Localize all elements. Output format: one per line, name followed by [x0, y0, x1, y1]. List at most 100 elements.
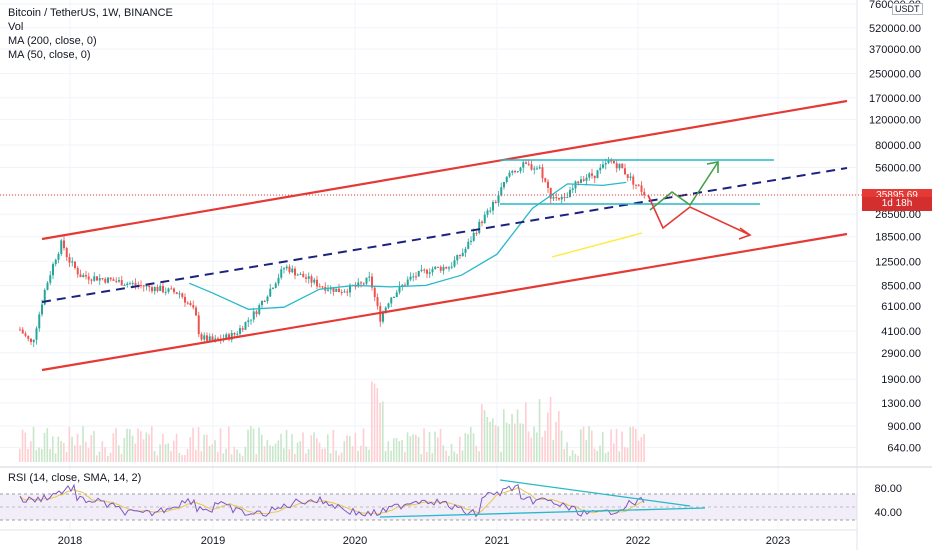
volume-bar — [244, 446, 247, 462]
candle-body — [420, 269, 423, 271]
volume-bar — [431, 453, 434, 462]
candle-body — [544, 178, 547, 182]
yellow-highlight-line[interactable] — [551, 232, 643, 258]
volume-bar — [555, 421, 557, 462]
price-tick-label: 56000.00 — [875, 162, 921, 174]
volume-bar — [178, 452, 181, 462]
candle-body — [175, 292, 178, 294]
volume-bar — [508, 423, 511, 462]
candle-body — [200, 334, 203, 340]
currency-badge[interactable]: USDT — [892, 3, 923, 15]
price-axis[interactable]: 760000.00520000.00370000.00250000.001700… — [869, 0, 921, 454]
volume-bar — [607, 451, 610, 462]
candle-body — [214, 338, 217, 340]
volume-bar — [486, 416, 489, 462]
volume-bar — [197, 427, 200, 462]
volume-bar — [321, 448, 324, 462]
volume-bar — [112, 433, 115, 462]
candle-body — [340, 292, 343, 294]
candle-body — [541, 167, 544, 179]
candle-body — [280, 269, 283, 278]
candle-body — [79, 274, 82, 278]
volume-bar — [327, 434, 329, 462]
candle-body — [593, 175, 596, 179]
volume-bar — [461, 450, 464, 462]
channel-midline[interactable] — [41, 167, 848, 303]
ma200-label[interactable]: MA (200, close, 0) — [8, 35, 97, 47]
candle-body — [46, 282, 49, 290]
time-axis[interactable]: 2018 2019 2020 2021 2022 2023 — [58, 535, 790, 547]
candle-body — [274, 283, 277, 288]
candle-body — [24, 333, 27, 336]
volume-bar — [225, 448, 227, 462]
candle-body — [373, 287, 376, 298]
volume-bar — [560, 430, 563, 462]
bearish-path-arrow[interactable] — [647, 194, 751, 236]
volume-bar — [340, 452, 343, 462]
volume-bar — [596, 450, 599, 462]
volume-bar — [96, 455, 98, 462]
volume-bar — [277, 440, 280, 462]
candle-body — [577, 181, 580, 184]
volume-bar — [420, 454, 423, 462]
candle-body — [19, 329, 21, 331]
bullish-path-arrow[interactable] — [649, 161, 719, 211]
candle-body — [291, 268, 294, 273]
candle-body — [371, 276, 373, 288]
volume-bar — [236, 449, 238, 462]
volume-bar — [387, 441, 390, 462]
candle-body — [426, 269, 428, 274]
volume-bar — [35, 450, 38, 462]
volume-bar — [533, 426, 535, 462]
price-tick-label: 18500.00 — [875, 232, 921, 244]
volume-bar — [577, 455, 579, 462]
volume-bar — [571, 450, 574, 462]
channel-upper-line[interactable] — [41, 99, 848, 241]
volume-bar — [27, 448, 29, 462]
volume-bar — [71, 436, 73, 462]
candle-body — [43, 289, 46, 305]
price-tick-label: 4100.00 — [881, 326, 921, 338]
volume-label[interactable]: Vol — [8, 21, 24, 33]
volume-bar — [60, 441, 62, 462]
candle-body — [27, 335, 30, 339]
volume-bar — [445, 450, 447, 462]
volume-bar — [181, 455, 183, 462]
candle-body — [236, 333, 239, 335]
candle-body — [406, 279, 409, 286]
volume-bar — [41, 449, 43, 462]
candle-body — [104, 278, 107, 283]
candle-body — [310, 276, 313, 283]
candle-body — [417, 270, 420, 277]
rsi-axis[interactable]: 80.00 40.00 — [874, 483, 902, 519]
candle-body — [456, 254, 459, 261]
candle-body — [228, 334, 230, 340]
candle-body — [285, 266, 288, 269]
symbol-title[interactable]: Bitcoin / TetherUS, 1W, BINANCE — [8, 7, 173, 19]
candle-body — [145, 285, 148, 287]
volume-bar — [415, 434, 417, 462]
candle-body — [208, 336, 211, 341]
rsi-trendline-lower[interactable] — [379, 507, 706, 518]
candle-body — [225, 334, 228, 339]
volume-bar — [153, 450, 156, 462]
rsi-legend[interactable]: RSI (14, close, SMA, 14, 2) — [8, 472, 142, 484]
candle-body — [239, 328, 241, 334]
volume-bar — [274, 443, 277, 462]
candle-body — [318, 286, 321, 288]
candle-body — [415, 276, 417, 278]
volume-bar — [637, 440, 640, 462]
volume-bar — [401, 440, 403, 462]
candle-body — [316, 279, 318, 287]
rsi-trendline-upper[interactable] — [499, 479, 691, 507]
candle-body — [230, 332, 233, 340]
candle-body — [98, 278, 101, 281]
volume-bar — [74, 445, 76, 462]
candle-body — [511, 171, 514, 173]
volume-bar — [233, 446, 236, 462]
channel-lower-line[interactable] — [41, 232, 848, 372]
ma50-label[interactable]: MA (50, close, 0) — [8, 49, 91, 61]
candle-body — [632, 176, 635, 185]
candle-body — [376, 297, 379, 307]
